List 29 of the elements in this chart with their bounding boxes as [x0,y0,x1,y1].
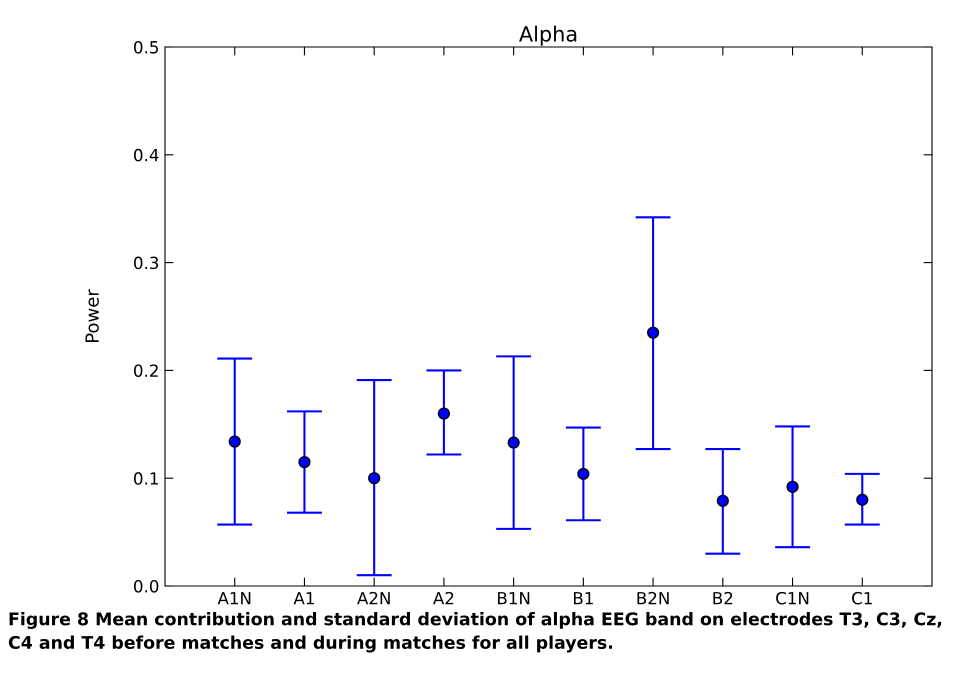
y-tick-label: 0.2 [134,364,158,377]
y-axis-title: Power [85,289,99,342]
y-tick-label: 0.3 [134,256,158,270]
y-tick-label: 0.0 [134,580,158,593]
point [298,456,311,468]
x-tick-label: A1 [294,592,314,604]
x-tick-label: A2 [433,592,454,604]
point [786,480,799,493]
point [228,435,241,448]
y-tick-label: 0.5 [134,40,158,54]
x-tick-label: B2N [637,592,669,604]
chart-title: Alpha [519,26,576,46]
x-tick-label: B1 [574,592,593,604]
x-tick-label: B2 [713,592,732,604]
x-tick-label: A2N [357,592,390,604]
caption: Figure 8 Mean contribution and standard deviation of alpha EEG band on electrodes T3, C3, Cz, C4 and T4 before matches and during matches for all players. [8,612,942,652]
point [856,494,868,506]
x-tick-label: C1N [776,592,808,604]
y-tick-label: 0.4 [134,148,159,162]
point [438,407,450,420]
x-tick-label: C1 [852,592,872,604]
point [716,494,729,507]
point [368,472,380,484]
x-tick-label: B1N [498,592,530,604]
x-tick-label: A1N [218,592,250,604]
point [577,468,590,480]
y-tick-label: 0.1 [134,472,158,485]
point [508,436,520,449]
point [647,326,660,339]
